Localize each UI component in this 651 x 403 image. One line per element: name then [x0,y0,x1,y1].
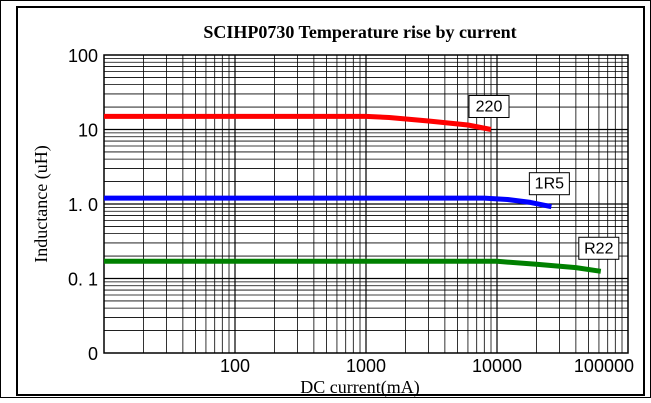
series-line-220 [104,113,492,132]
y-tick-label: 100 [68,46,98,66]
series-label-box-r22 [578,236,620,260]
plot-area-border [103,54,629,354]
x-tick-label: 10000 [472,356,522,376]
series-line-1r5 [104,195,552,210]
y-tick-label: 10 [78,121,98,141]
y-tick-label: 1. 0 [68,195,98,215]
chart-title: SCIHP0730 Temperature rise by current [203,22,516,42]
x-axis-label: DC current(mA) [300,377,419,398]
series-label-box-1r5 [528,172,570,196]
series-label-r22: R22 [584,240,613,257]
y-tick-label: 0 [88,344,98,364]
x-axis-ticks: 100 1000 10000 100000 [220,356,634,376]
series-line-r22 [104,258,602,274]
y-axis-ticks: 100 10 1. 0 0. 1 0 [68,46,98,364]
series-label-box-220 [468,95,510,118]
chart-frame [16,6,645,396]
y-tick-label: 0. 1 [68,270,98,290]
series-group: 220 1R5 R22 [104,95,620,274]
y-axis-label: Inductance (uH) [31,145,52,262]
x-tick-label: 100 [220,356,250,376]
grid [104,55,628,353]
x-tick-label: 100000 [574,356,634,376]
series-label-1r5: 1R5 [535,176,564,193]
series-label-220: 220 [476,99,503,116]
x-tick-label: 1000 [346,356,386,376]
